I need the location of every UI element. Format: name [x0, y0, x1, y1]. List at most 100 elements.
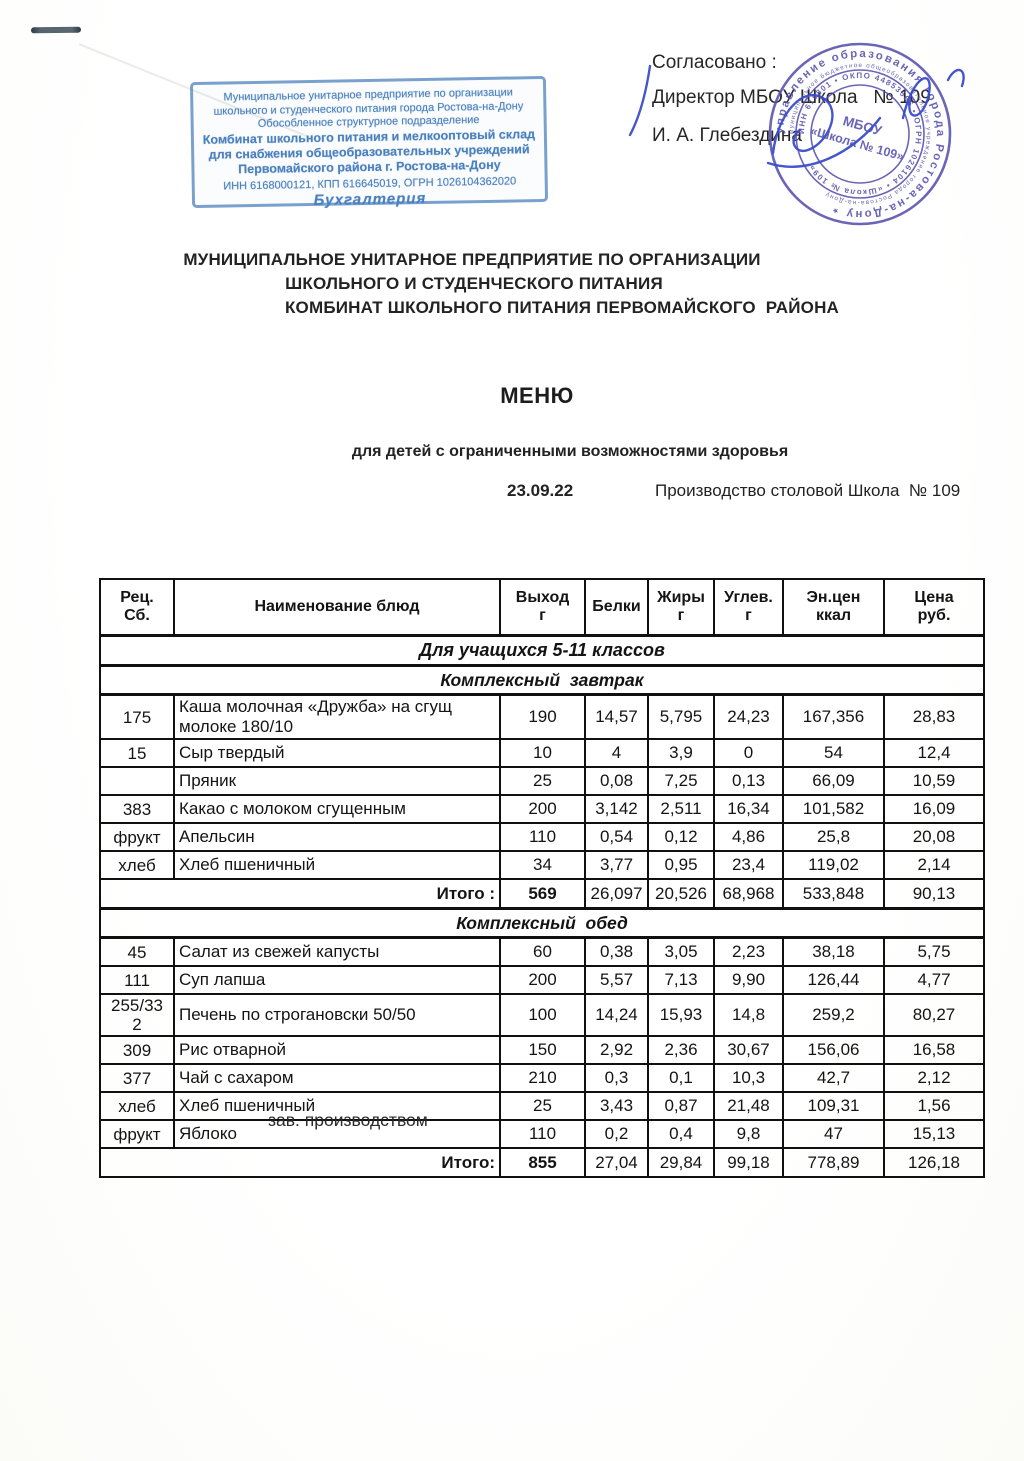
cell-fat: 0,4 [647, 1119, 715, 1149]
cell-kcal: 101,582 [782, 794, 885, 824]
cell-output: 110 [499, 822, 586, 852]
footer-signature-label: зав. производством [268, 1110, 428, 1130]
column-header-line1: Наименование блюд [254, 598, 420, 615]
cell-carbs: 9,8 [713, 1119, 784, 1149]
org-title-line: МУНИЦИПАЛЬНОЕ УНИТАРНОЕ ПРЕДПРИЯТИЕ ПО О… [183, 250, 761, 269]
total-label-cell: Итого : [99, 878, 501, 910]
cell-kcal: 119,02 [782, 850, 885, 880]
menu-date: 23.09.22 [507, 481, 574, 500]
cell-carbs: 24,23 [713, 693, 784, 740]
org-title-line: ШКОЛЬНОГО И СТУДЕНЧЕСКОГО ПИТАНИЯ [285, 274, 663, 293]
table-row: 111 Суп лапша 200 5,57 7,13 9,90 126,44 4,77 [99, 965, 985, 995]
cell-dish-name: Яблоко [173, 1119, 501, 1149]
cell-price: 15,13 [883, 1119, 985, 1149]
cell-recipe-number: 111 [99, 965, 175, 995]
cell-fat: 3,9 [647, 738, 715, 768]
cell-output: 200 [499, 965, 586, 995]
cell-price: 4,77 [883, 965, 985, 995]
table-row: хлеб Хлеб пшеничный 34 3,77 0,95 23,4 119,02 2,… [99, 850, 985, 880]
total-output: 569 [499, 878, 586, 910]
cell-output: 190 [499, 693, 586, 740]
column-header-4: Жиры г [647, 578, 715, 637]
director-signature [628, 64, 965, 168]
cell-recipe-number: фрукт [99, 1119, 175, 1149]
total-fat: 29,84 [647, 1147, 715, 1178]
cell-price: 2,14 [883, 850, 985, 880]
cell-carbs: 0 [713, 738, 784, 768]
total-protein: 27,04 [584, 1147, 649, 1178]
cell-protein: 14,57 [584, 693, 649, 740]
cell-fat: 15,93 [647, 993, 715, 1037]
cell-dish-name: Сыр твердый [173, 738, 501, 768]
cell-output: 100 [499, 993, 586, 1037]
school-round-stamp: управление образования города Ростова-на… [768, 42, 952, 226]
menu-title: МЕНЮ [500, 383, 574, 408]
cell-dish-name: Рис отварной [173, 1035, 501, 1065]
cell-protein: 14,24 [584, 993, 649, 1037]
cell-protein: 3,142 [584, 794, 649, 824]
cell-recipe-number: 377 [99, 1063, 175, 1093]
cell-price: 20,08 [883, 822, 985, 852]
cell-kcal: 42,7 [782, 1063, 885, 1093]
table-row: 377 Чай с сахаром 210 0,3 0,1 10,3 42,7 2,12 [99, 1063, 985, 1093]
cell-protein: 0,38 [584, 936, 649, 967]
total-output: 855 [499, 1147, 586, 1178]
cell-output: 10 [499, 738, 586, 768]
cell-recipe-number: 309 [99, 1035, 175, 1065]
cell-dish-name: Хлеб пшеничный [173, 850, 501, 880]
column-header-3: Белки [584, 578, 649, 637]
column-header-line2: руб. [917, 607, 951, 624]
total-carbs: 99,18 [713, 1147, 784, 1178]
column-header-line1: Рец. [120, 589, 154, 606]
cell-price: 1,56 [883, 1091, 985, 1121]
cell-fat: 7,13 [647, 965, 715, 995]
cell-recipe-number: фрукт [99, 822, 175, 852]
cell-carbs: 10,3 [713, 1063, 784, 1093]
cell-recipe-number: 175 [99, 693, 175, 740]
table-row: фрукт Яблоко 110 0,2 0,4 9,8 47 15,13 [99, 1119, 985, 1149]
cell-price: 5,75 [883, 936, 985, 967]
cell-kcal: 259,2 [782, 993, 885, 1037]
table-row: Пряник 25 0,08 7,25 0,13 66,09 10,59 [99, 766, 985, 796]
cell-output: 110 [499, 1119, 586, 1149]
cell-protein: 3,43 [584, 1091, 649, 1121]
column-header-line2: г [677, 607, 685, 624]
cell-fat: 7,25 [647, 766, 715, 796]
cell-dish-name: Печень по строгановски 50/50 [173, 993, 501, 1037]
total-kcal: 533,848 [782, 878, 885, 910]
cell-output: 150 [499, 1035, 586, 1065]
group-header-row: Для учащихся 5-11 классов [99, 634, 985, 667]
column-header-line2: Сб. [124, 607, 150, 624]
approval-agreed-label: Согласовано : [652, 52, 777, 73]
cell-carbs: 30,67 [713, 1035, 784, 1065]
cell-kcal: 126,44 [782, 965, 885, 995]
cell-dish-name: Салат из свежей капусты [173, 936, 501, 967]
cell-carbs: 21,48 [713, 1091, 784, 1121]
cell-carbs: 23,4 [713, 850, 784, 880]
table-row: 309 Рис отварной 150 2,92 2,36 30,67 156,06 16,… [99, 1035, 985, 1065]
cell-output: 210 [499, 1063, 586, 1093]
cell-protein: 0,3 [584, 1063, 649, 1093]
cell-output: 25 [499, 766, 586, 796]
cell-recipe-number: 15 [99, 738, 175, 768]
cell-fat: 2,36 [647, 1035, 715, 1065]
org-title-line: КОМБИНАТ ШКОЛЬНОГО ПИТАНИЯ ПЕРВОМАЙСКОГО… [284, 298, 840, 317]
column-header-5: Углев. г [713, 578, 784, 637]
cell-kcal: 109,31 [782, 1091, 885, 1121]
column-header-0: Рец. Сб. [99, 578, 175, 637]
column-header-line1: Выход [515, 589, 570, 606]
cell-protein: 2,92 [584, 1035, 649, 1065]
cell-carbs: 2,23 [713, 936, 784, 967]
cell-recipe-number: хлеб [99, 850, 175, 880]
column-header-line1: Эн.цен [806, 589, 861, 606]
cell-kcal: 47 [782, 1119, 885, 1149]
cell-fat: 2,511 [647, 794, 715, 824]
cell-carbs: 0,13 [713, 766, 784, 796]
cell-dish-name: Какао с молоком сгущенным [173, 794, 501, 824]
group-header-cell: Для учащихся 5-11 классов [99, 634, 985, 667]
cell-recipe-number [99, 766, 175, 796]
total-protein: 26,097 [584, 878, 649, 910]
cell-kcal: 25,8 [782, 822, 885, 852]
cell-dish-name: Пряник [173, 766, 501, 796]
cell-price: 16,09 [883, 794, 985, 824]
